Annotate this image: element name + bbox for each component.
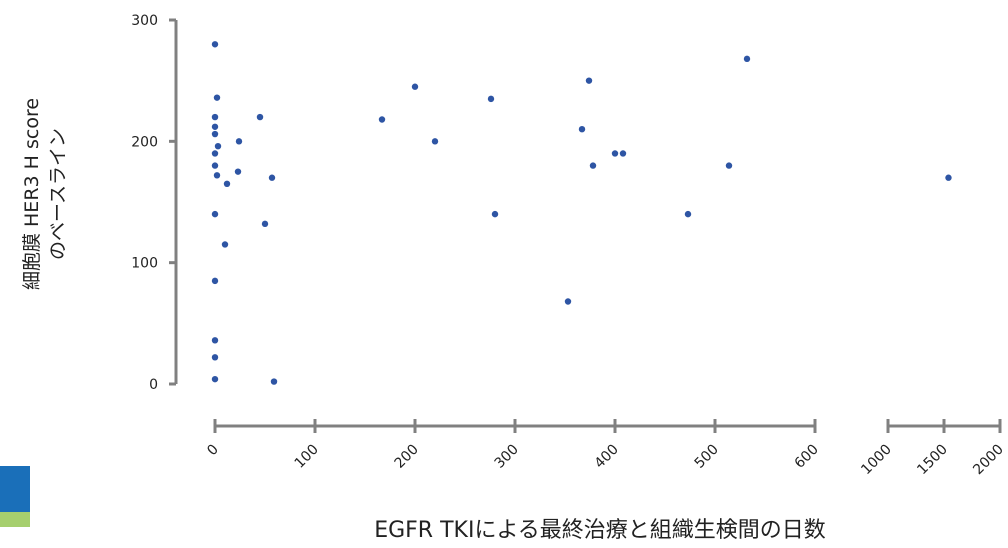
data-point — [235, 138, 243, 145]
y-axis-title-line1: 細胞膜 HER3 H score — [21, 98, 43, 290]
data-point — [211, 375, 219, 383]
data-point — [211, 123, 219, 130]
data-point — [487, 95, 495, 103]
data-point — [213, 172, 221, 179]
data-point — [211, 130, 219, 138]
data-point — [223, 180, 231, 187]
data-point — [491, 210, 499, 218]
y-axis: 0 100 200 300 — [131, 13, 178, 393]
data-point — [378, 116, 386, 123]
y-axis-title-line2: のベースライン — [47, 128, 69, 260]
brand-bar-blue — [0, 466, 30, 512]
x-tick-label: 400 — [592, 442, 622, 472]
x-tick-label: 600 — [792, 442, 822, 472]
data-point — [221, 241, 229, 248]
data-point — [211, 113, 219, 121]
data-points — [211, 41, 952, 385]
x-axis-title: EGFR TKIによる最終治療と組織生検間の日数 — [374, 518, 826, 543]
x-tick-label: 100 — [292, 442, 322, 472]
data-point — [585, 77, 593, 84]
y-tick-label: 300 — [131, 13, 158, 29]
data-point — [211, 41, 219, 48]
y-tick-label: 100 — [131, 256, 158, 272]
data-point — [211, 337, 219, 344]
data-point — [743, 55, 751, 63]
x-axis: 0 100 200 300 400 500 600 1000 1500 2000 — [204, 419, 1007, 478]
data-point — [214, 142, 222, 150]
x-tick-label: 200 — [392, 442, 422, 472]
x-tick-label: 0 — [204, 442, 222, 460]
data-point — [211, 210, 219, 218]
data-point — [619, 150, 627, 157]
data-point — [589, 162, 597, 169]
x-tick-label: 300 — [492, 442, 522, 472]
data-point — [578, 126, 586, 133]
data-point — [564, 298, 572, 305]
data-point — [211, 354, 219, 361]
data-point — [270, 378, 278, 385]
x-tick-label: 1500 — [914, 442, 951, 479]
data-point — [256, 113, 264, 121]
data-point — [945, 174, 952, 181]
data-point — [213, 94, 221, 101]
data-point — [268, 174, 276, 181]
data-point — [234, 168, 242, 175]
y-tick-label: 200 — [131, 134, 158, 150]
data-point — [611, 150, 619, 157]
data-point — [211, 150, 219, 157]
data-point — [684, 210, 692, 218]
data-point — [261, 220, 269, 228]
data-point — [431, 138, 439, 145]
data-point — [725, 162, 733, 169]
x-tick-label: 500 — [692, 442, 722, 472]
brand-bar-green — [0, 512, 30, 527]
x-tick-label: 1000 — [858, 442, 895, 479]
data-point — [211, 162, 219, 169]
x-tick-label: 2000 — [970, 442, 1007, 479]
data-point — [211, 277, 219, 285]
data-point — [411, 83, 419, 90]
y-tick-label: 0 — [149, 377, 158, 393]
